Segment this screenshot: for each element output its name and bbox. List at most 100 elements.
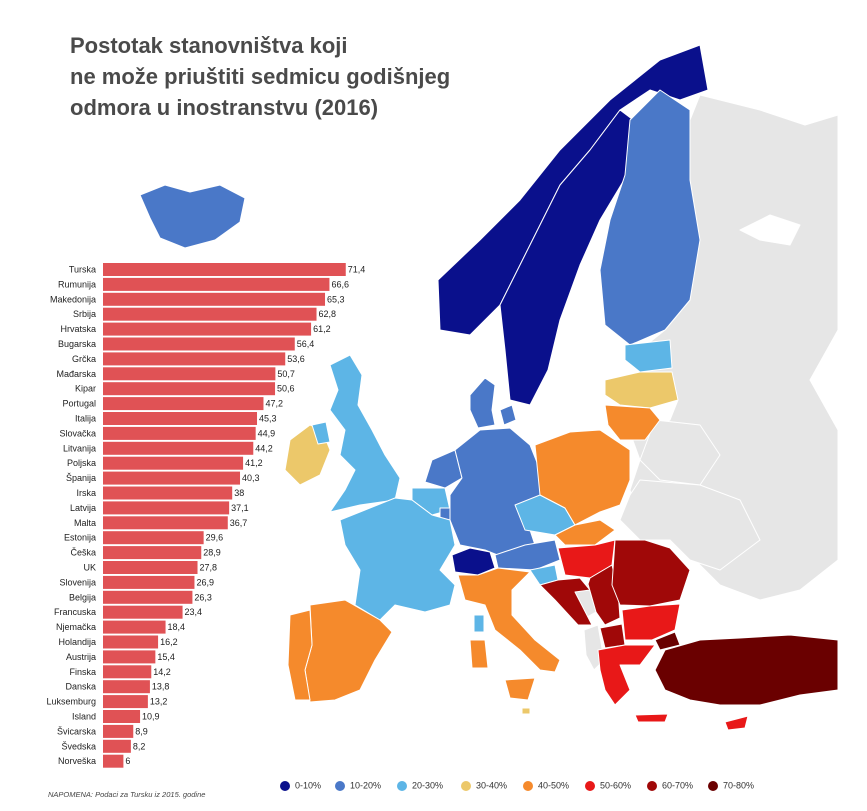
bar [103,590,193,604]
bar-category-label: UK [83,563,96,573]
map-bulgaria [621,603,681,641]
bar-value-label: 40,3 [242,473,260,483]
bar-value-label: 27,8 [200,563,218,573]
legend-item: 30-40% [461,780,507,791]
bar-category-label: Mađarska [56,369,96,379]
map-ukraine [619,479,761,571]
bar [103,367,276,381]
bar-category-label: Kipar [75,384,96,394]
legend-item: 10-20% [335,780,381,791]
map-italy [457,567,561,673]
bar-category-label: Švedska [61,741,96,751]
legend-item: 50-60% [585,780,631,791]
bar-category-label: Hrvatska [60,324,96,334]
bar-value-label: 23,4 [185,607,203,617]
bar-value-label: 56,4 [297,339,315,349]
legend-item: 70-80% [708,780,754,791]
bar [103,382,276,396]
legend-swatch [461,780,471,791]
map-malta [521,707,531,715]
map-netherlands [424,449,463,489]
chart-title: Postotak stanovništva koji ne može priuš… [70,30,490,123]
map-turkey-thrace [654,631,681,651]
bar-category-label: Italija [75,414,96,424]
map-france [339,497,456,621]
bar-value-label: 38 [234,488,244,498]
bar-category-label: Francuska [54,607,96,617]
bar-value-label: 61,2 [313,324,331,334]
bar-value-label: 13,2 [150,697,168,707]
bar-value-label: 13,8 [152,682,170,692]
legend-swatch [397,780,407,791]
bar [103,412,258,425]
bar-category-label: Danska [65,682,96,692]
title-line-3: odmora u inostranstvu (2016) [70,95,379,120]
bar [103,292,326,306]
map-n-ireland [311,421,331,445]
bar [103,426,256,440]
map-estonia [624,339,673,373]
title-line-2: ne može priuštiti sedmicu godišnjeg [70,64,451,89]
bar [103,754,124,768]
bar-category-label: Bugarska [58,339,96,349]
bar [103,650,156,664]
bar [103,486,233,500]
legend-label: 40-50% [538,780,570,791]
legend-label: 10-20% [350,780,382,791]
map-poland [534,429,631,526]
bar-category-label: Litvanija [63,443,96,453]
bar [103,605,183,619]
bar-value-label: 16,2 [160,637,178,647]
legend-label: 20-30% [412,780,444,791]
map-denmark-island [499,404,517,426]
bar [103,546,202,560]
legend-label: 30-40% [476,780,508,791]
bar-value-label: 44,9 [258,428,276,438]
map-turkey [654,634,839,706]
map-sicily [504,677,536,701]
bar-category-label: Belgija [69,592,96,602]
legend-swatch [280,780,290,791]
legend-swatch [523,780,533,791]
bar-value-label: 26,3 [194,592,212,602]
map-slovakia [554,519,616,546]
bar-value-label: 28,9 [203,548,221,558]
bar-value-label: 45,3 [259,414,277,424]
bar-value-label: 36,7 [230,518,248,528]
map-lithuania [604,404,661,441]
bar-value-label: 37,1 [231,503,249,513]
bar [103,575,195,589]
map-finland [599,89,701,346]
bar-category-label: Estonija [64,533,96,543]
bar-value-label: 50,6 [277,384,295,394]
bar-value-label: 50,7 [277,369,295,379]
legend-label: 50-60% [600,780,632,791]
bar-value-label: 62,8 [319,309,337,319]
bar [103,456,244,470]
bar-value-label: 44,2 [255,443,273,453]
bar [103,397,264,411]
bar-category-label: Turska [69,265,96,275]
map-crete [634,713,669,723]
title-line-1: Postotak stanovništva koji [70,33,348,58]
legend-label: 70-80% [723,780,755,791]
bar-value-label: 18,4 [168,622,186,632]
bar-category-label: Slovenija [59,577,96,587]
map-portugal [287,609,313,701]
legend-item: 0-10% [280,780,321,791]
bar-value-label: 6 [125,756,130,766]
bar-category-label: Poljska [67,458,96,468]
legend-swatch [585,780,595,791]
bar-value-label: 8,2 [133,741,146,751]
bar-value-label: 26,9 [196,577,214,587]
footnote: NAPOMENA: Podaci za Tursku iz 2015. godi… [48,790,206,799]
bar-value-label: 65,3 [327,294,345,304]
bar-category-label: Makedonija [50,294,96,304]
bar-category-label: Latvija [70,503,96,513]
bar-category-label: Češka [70,548,96,558]
bar [103,724,134,738]
bar-category-label: Holandija [58,637,96,647]
map-latvia [604,371,679,409]
map-croatia [539,577,593,626]
